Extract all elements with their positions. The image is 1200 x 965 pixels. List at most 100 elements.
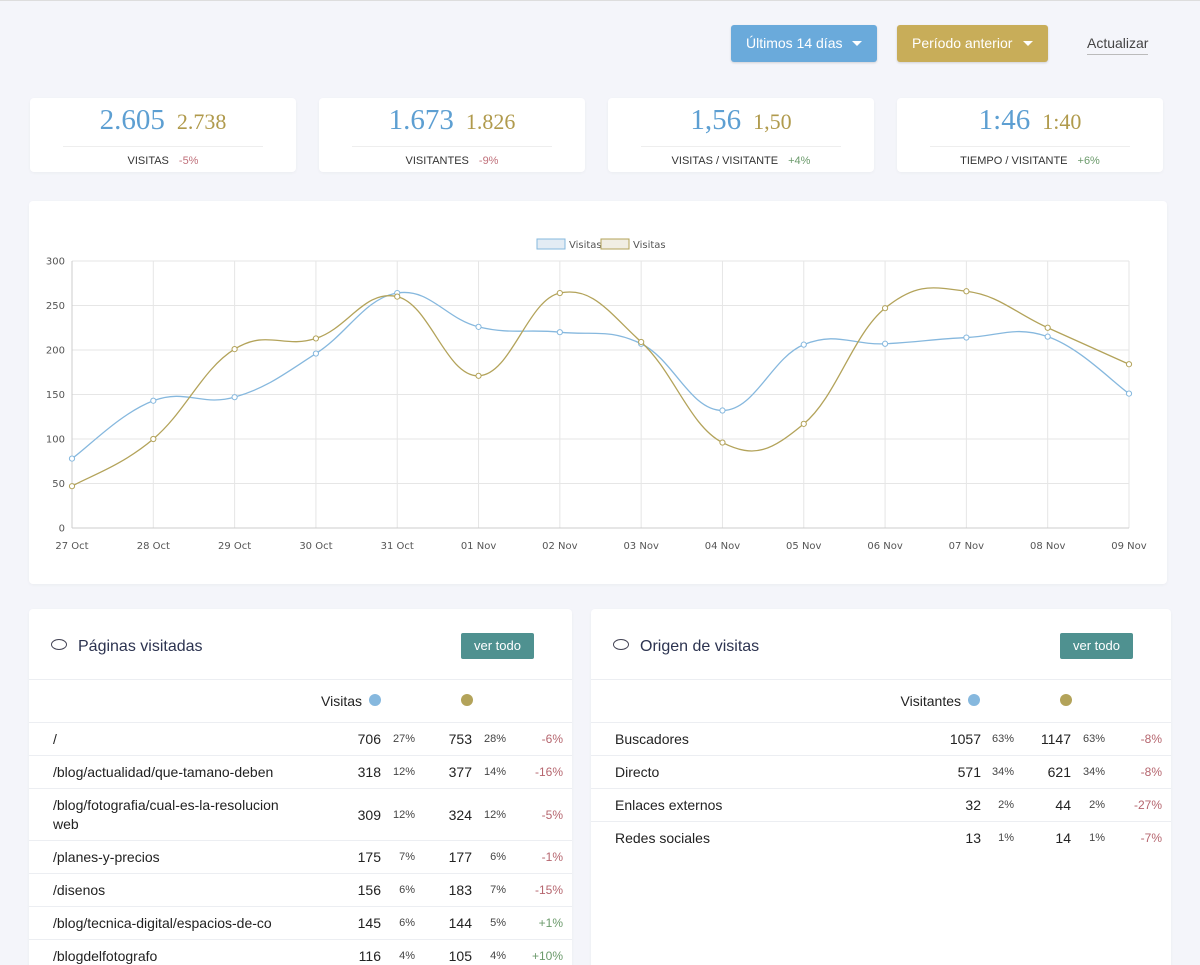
x-tick-label: 09 Nov [1111, 541, 1147, 552]
table-row: Buscadores 1057 63% 1147 63% -8% [591, 722, 1171, 755]
data-point [963, 288, 970, 295]
row-label: Buscadores [615, 731, 689, 747]
card-title: Páginas visitadas [78, 638, 203, 655]
kpi-value: 1:46 [978, 104, 1031, 136]
row-label: Enlaces externos [615, 797, 723, 813]
y-tick-label: 150 [46, 390, 65, 401]
row-label: /blog/actualidad/que-tamano-deben [53, 764, 274, 780]
row-cell: 145 [357, 915, 381, 931]
series-line [71, 287, 1130, 487]
y-tick-label: 50 [52, 479, 65, 490]
x-tick-label: 08 Nov [1030, 541, 1066, 552]
row-cell: 324 [448, 807, 472, 823]
row-cell: 377 [448, 764, 472, 780]
view-all-button[interactable]: ver todo [461, 633, 534, 659]
kpi-card: 1,56 1,50 VISITAS / VISITANTE +4% [608, 98, 874, 172]
legend-dot [1060, 694, 1072, 706]
y-tick-label: 300 [46, 257, 65, 268]
view-all-button[interactable]: ver todo [1060, 633, 1133, 659]
data-point [638, 338, 645, 346]
legend-swatch [536, 238, 566, 250]
row-cell: 156 [357, 882, 381, 898]
x-tick-label: 28 Oct [137, 541, 170, 552]
column-label: Visitas [321, 693, 362, 709]
column-label: Visitantes [900, 693, 961, 709]
row-cell: 6% [399, 917, 415, 929]
data-point [1044, 324, 1051, 331]
row-cell: 2% [998, 799, 1014, 811]
row-cell: 12% [392, 809, 415, 821]
kpi-label: VISITAS [127, 155, 169, 167]
row-cell: +1% [538, 916, 563, 930]
range-button[interactable]: Últimos 14 días [731, 25, 877, 62]
row-cell: 44 [1055, 797, 1071, 813]
card-title: Origen de visitas [640, 638, 760, 655]
row-cell: -27% [1133, 798, 1162, 812]
x-tick-label: 03 Nov [623, 541, 659, 552]
kpi-values: 2.605 2.738 [30, 104, 296, 140]
table-row: /blogdelfotografo 116 4% 105 4% +10% [29, 939, 572, 965]
kpi-change: +6% [1077, 155, 1100, 167]
row-cell: -7% [1140, 831, 1162, 845]
table-row: /blog/tecnica-digital/espacios-de-co 145 6… [29, 906, 572, 939]
row-cell: 32 [965, 797, 981, 813]
kpi-card: 1:46 1:40 TIEMPO / VISITANTE +6% [897, 98, 1163, 172]
table-card: Origen de visitas ver todo Visitantes Busca… [591, 609, 1171, 965]
y-tick-label: 250 [46, 301, 65, 312]
row-cell: 1057 [949, 731, 981, 747]
data-point [1125, 361, 1133, 368]
kpi-values: 1,56 1,50 [608, 104, 874, 140]
table-row: /blog/actualidad/que-tamano-deben 318 12% 3… [29, 755, 572, 788]
row-cell: 1% [998, 832, 1014, 844]
row-label: /blogdelfotografo [53, 948, 158, 964]
y-tick-label: 200 [46, 346, 65, 357]
data-point [312, 350, 320, 357]
row-cell: 7% [399, 851, 415, 863]
row-cell: 621 [1047, 764, 1071, 780]
row-cell: -1% [541, 850, 563, 864]
kpi-card: 1.673 1.826 VISITANTES -9% [319, 98, 585, 172]
x-tick-label: 02 Nov [542, 541, 578, 552]
row-cell: 183 [448, 882, 472, 898]
row-cell: -5% [541, 808, 563, 822]
row-cell: 2% [1089, 799, 1105, 811]
data-point [150, 435, 157, 443]
kpi-label: VISITANTES [405, 155, 469, 167]
row-cell: 6% [399, 884, 415, 896]
table-row: /disenos 156 6% 183 7% -15% [29, 873, 572, 906]
table-row: Enlaces externos 32 2% 44 2% -27% [591, 788, 1171, 821]
row-cell: 309 [357, 807, 381, 823]
x-tick-label: 31 Oct [381, 541, 414, 552]
kpi-value: 1.673 [388, 104, 454, 136]
row-cell: 4% [490, 950, 506, 962]
kpi-footer: VISITANTES -9% [352, 146, 552, 167]
table-row: Directo 571 34% 621 34% -8% [591, 755, 1171, 788]
table-row: Redes sociales 13 1% 14 1% -7% [591, 821, 1171, 854]
table-row: /planes-y-precios 175 7% 177 6% -1% [29, 840, 572, 873]
row-cell: 14 [1055, 830, 1071, 846]
legend-label: Visitas [633, 240, 666, 251]
compare-button[interactable]: Período anterior [897, 25, 1048, 62]
table-header: Visitantes [591, 679, 1171, 722]
row-cell: 4% [399, 950, 415, 962]
card-header: Origen de visitas ver todo [591, 609, 1171, 679]
data-point [68, 483, 76, 490]
data-point [475, 372, 482, 379]
row-cell: 318 [357, 764, 381, 780]
series-line [71, 291, 1130, 460]
x-tick-label: 29 Oct [218, 541, 251, 552]
row-cell: 34% [1082, 766, 1105, 778]
row-label: /disenos [53, 882, 106, 898]
data-point [312, 335, 320, 342]
row-cell: 27% [392, 733, 415, 745]
row-cell: 7% [490, 884, 506, 896]
row-cell: 6% [490, 851, 506, 863]
row-label: Directo [615, 764, 660, 780]
row-cell: -6% [541, 732, 563, 746]
refresh-link[interactable]: Actualizar [1087, 35, 1149, 55]
y-tick-label: 100 [46, 435, 65, 446]
x-tick-label: 30 Oct [299, 541, 332, 552]
data-point [231, 394, 238, 401]
data-point [881, 340, 889, 347]
